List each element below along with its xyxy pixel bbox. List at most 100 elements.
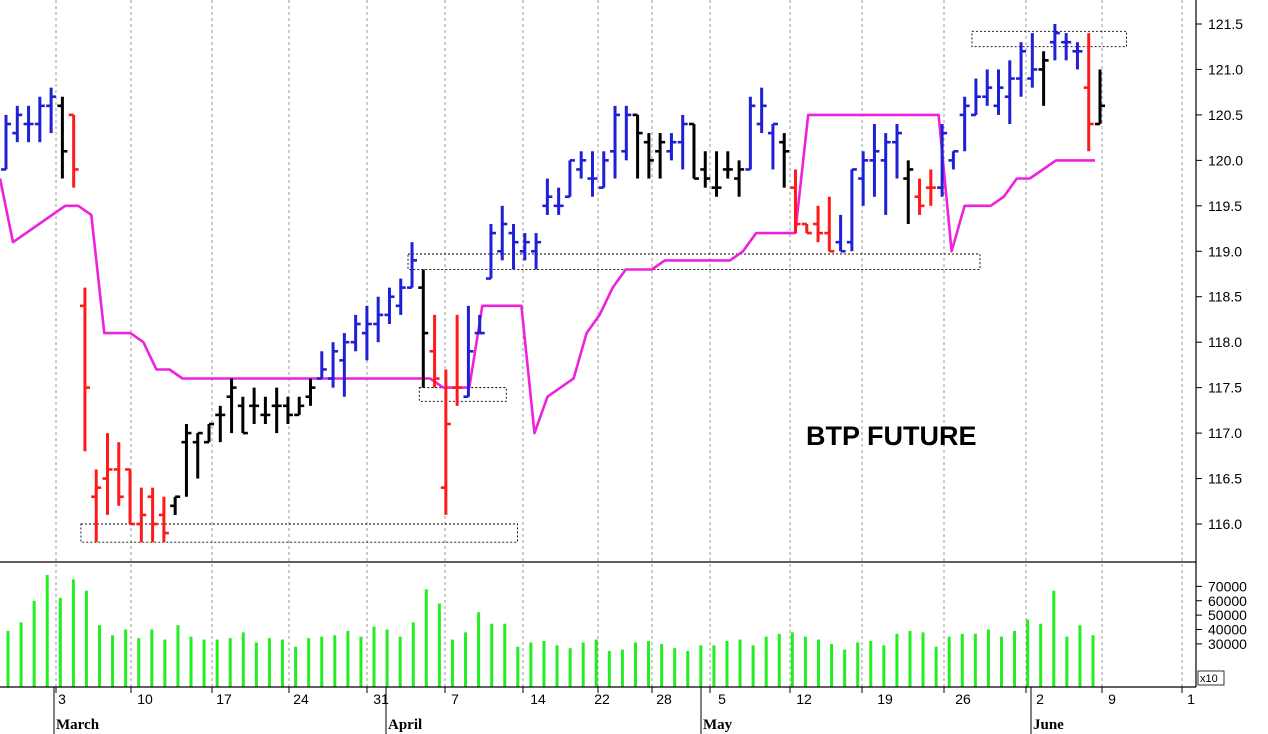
volume-tick-label: 50000: [1208, 607, 1247, 623]
volume-multiplier-label: x10: [1200, 673, 1218, 685]
ohlc-bar: [226, 378, 237, 434]
ohlc-bar: [113, 442, 124, 506]
ohlc-bar: [903, 160, 914, 224]
ohlc-bar: [1072, 42, 1083, 70]
ohlc-bar: [407, 242, 418, 289]
stop-line-series: [0, 113, 1095, 435]
ohlc-bar: [835, 214, 846, 253]
ohlc-bar: [756, 87, 767, 134]
price-tick-label: 121.5: [1208, 16, 1243, 32]
ohlc-bar: [948, 149, 959, 170]
ohlc-bar: [564, 159, 575, 199]
x-tick-label: 12: [796, 691, 812, 707]
price-tick-label: 116.0: [1208, 516, 1242, 532]
ohlc-bar: [970, 78, 981, 117]
ohlc-bar: [891, 124, 902, 179]
ohlc-bar: [249, 387, 260, 424]
support-box: [80, 523, 518, 543]
ohlc-bar: [158, 496, 169, 543]
ohlc-bar: [46, 87, 57, 134]
x-tick-label: 5: [718, 691, 726, 707]
price-tick-label: 121.0: [1208, 61, 1243, 77]
support-box: [407, 253, 981, 270]
ohlc-bar: [57, 96, 68, 179]
x-tick-label: 7: [451, 691, 459, 707]
ohlc-bar: [497, 205, 508, 261]
ohlc-bar: [519, 233, 530, 261]
ohlc-bar: [880, 133, 891, 215]
ohlc-bar: [722, 151, 733, 179]
ohlc-bar: [1004, 60, 1015, 124]
ohlc-bar: [553, 187, 564, 215]
ohlc-bar: [531, 233, 542, 270]
ohlc-bar: [587, 151, 598, 197]
month-label: May: [703, 717, 733, 733]
ohlc-bar: [677, 114, 688, 170]
ohlc-bar: [474, 314, 485, 335]
ohlc-bar: [982, 69, 993, 106]
x-tick-label: 3: [58, 691, 66, 707]
x-tick-label: 31: [373, 691, 389, 707]
ohlc-bar: [813, 205, 824, 243]
ohlc-bar: [170, 495, 181, 515]
ohlc-bar: [384, 287, 395, 324]
ohlc-bar: [339, 333, 350, 397]
price-tick-label: 117.5: [1208, 380, 1242, 396]
ohlc-bar: [925, 169, 936, 206]
ohlc-bar: [147, 487, 158, 543]
ohlc-bar: [824, 196, 835, 253]
ohlc-bar: [734, 160, 745, 197]
ohlc-bar: [576, 151, 587, 179]
volume-tick-label: 60000: [1208, 593, 1247, 609]
ohlc-bar: [305, 378, 316, 406]
ohlc-bar: [91, 469, 102, 543]
x-tick-label: 17: [216, 691, 232, 707]
ohlc-bar: [485, 224, 496, 280]
x-tick-label: 1: [1187, 691, 1195, 707]
ohlc-bar: [666, 133, 677, 161]
ohlc-bar: [79, 287, 90, 452]
x-tick-label: 10: [137, 691, 153, 707]
ohlc-bar: [125, 468, 136, 526]
price-tick-label: 118.0: [1208, 334, 1242, 350]
price-tick-label: 120.0: [1208, 152, 1243, 168]
ohlc-bar: [858, 151, 869, 206]
ohlc-bar: [328, 342, 339, 388]
ohlc-bar: [598, 151, 609, 189]
volume-bars: [6, 574, 1095, 687]
ohlc-bar: [711, 151, 722, 197]
ohlc-bar: [643, 133, 654, 179]
ohlc-bar: [767, 122, 778, 170]
ohlc-bar: [745, 96, 756, 171]
ohlc-bar: [452, 314, 463, 406]
price-tick-label: 118.5: [1208, 289, 1242, 305]
ohlc-bar: [237, 396, 248, 435]
ohlc-bar: [542, 178, 553, 215]
x-tick-label: 26: [955, 691, 971, 707]
ohlc-bar: [937, 124, 948, 197]
ohlc-bar: [700, 151, 711, 188]
ohlc-bar: [1027, 33, 1038, 88]
volume-tick-label: 40000: [1208, 622, 1247, 638]
ohlc-bar: [790, 169, 801, 234]
ohlc-bar: [102, 433, 113, 515]
ohlc-bar: [1061, 33, 1072, 61]
ohlc-bar: [12, 105, 23, 143]
ohlc-bar: [1016, 42, 1027, 97]
ohlc-bar: [914, 178, 925, 215]
ohlc-bar: [23, 105, 34, 143]
ohlc-bar: [429, 314, 440, 388]
ohlc-bar: [350, 314, 361, 352]
ohlc-bar: [34, 96, 45, 143]
ohlc-bar: [621, 105, 632, 161]
ohlc-bar: [846, 168, 857, 252]
ohlc-bar: [204, 422, 215, 444]
ohlc-bar: [508, 224, 519, 270]
x-tick-label: 28: [656, 691, 672, 707]
ohlc-bar: [1095, 69, 1105, 126]
ohlc-bar: [688, 122, 699, 180]
month-label: June: [1033, 717, 1064, 733]
ohlc-bar: [294, 396, 305, 417]
